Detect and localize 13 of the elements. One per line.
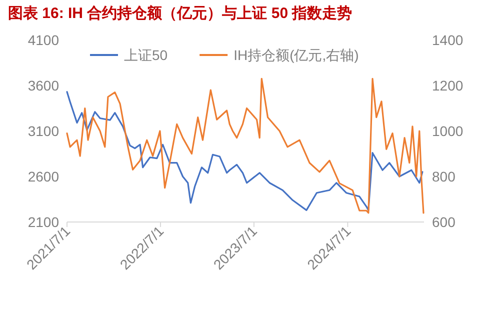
chart-title: 图表 16: IH 合约持仓额（亿元）与上证 50 指数走势 (8, 4, 352, 22)
y2-tick-label: 1200 (432, 78, 464, 94)
y2-tick-label: 600 (432, 214, 456, 230)
y-tick-label: 3600 (28, 78, 60, 94)
y-tick-label: 2600 (28, 168, 60, 184)
y2-tick-label: 1400 (432, 32, 464, 48)
y2-tick-label: 1000 (432, 123, 464, 139)
legend-label: IH持仓额(亿元,右轴) (234, 47, 359, 63)
y-tick-label: 2100 (28, 214, 60, 230)
legend-label: 上证50 (124, 47, 168, 63)
y2-tick-label: 800 (432, 168, 456, 184)
y-tick-label: 4100 (28, 32, 60, 48)
y-tick-label: 3100 (28, 123, 60, 139)
